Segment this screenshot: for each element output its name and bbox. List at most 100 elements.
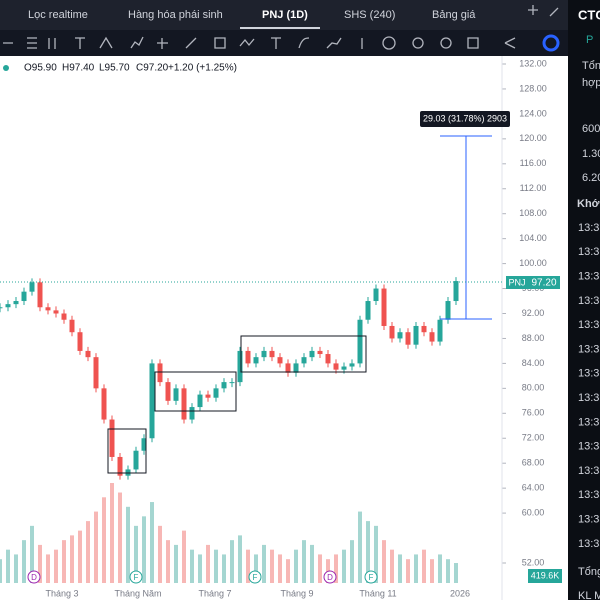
candle bbox=[405, 332, 411, 345]
candle bbox=[333, 363, 339, 370]
candle bbox=[149, 363, 155, 439]
volume-bar bbox=[446, 559, 450, 583]
y-tick-label: 132.00 bbox=[519, 58, 547, 68]
volume-bar bbox=[0, 559, 2, 583]
volume-bar bbox=[422, 549, 426, 583]
volume-bar bbox=[350, 540, 354, 583]
candle bbox=[117, 456, 123, 476]
event-marker[interactable] bbox=[27, 570, 41, 584]
ohlc-close: C97.20 bbox=[136, 63, 169, 74]
candle bbox=[453, 281, 459, 302]
active-tab-underline bbox=[240, 27, 320, 29]
event-label: D bbox=[31, 573, 37, 582]
volume-bar bbox=[382, 540, 386, 583]
trade-time: 13:36 bbox=[578, 319, 600, 331]
x-tick-label: Tháng 7 bbox=[198, 588, 231, 598]
tab[interactable]: Bảng giá bbox=[432, 9, 476, 21]
volume-bar bbox=[398, 554, 402, 583]
event-marker[interactable] bbox=[323, 570, 337, 584]
event-label: D bbox=[327, 573, 333, 582]
side-panel bbox=[568, 0, 600, 600]
y-tick-label: 108.00 bbox=[519, 208, 547, 218]
volume-bar bbox=[310, 544, 314, 583]
volume-bar bbox=[62, 540, 66, 583]
trade-time: 13:36 bbox=[578, 295, 600, 307]
ohlc-legend: O95.90 H97.40 L95.70 C97.20 +1.20 (+1.25%) bbox=[24, 63, 237, 74]
candle bbox=[381, 288, 387, 326]
x-tick-label: Tháng 3 bbox=[45, 588, 78, 598]
candle bbox=[197, 394, 203, 408]
volume-bar bbox=[198, 554, 202, 583]
volume-bar bbox=[438, 554, 442, 583]
candle bbox=[109, 419, 115, 457]
candle bbox=[189, 407, 195, 420]
event-marker[interactable] bbox=[364, 570, 378, 584]
volume-bar bbox=[166, 540, 170, 583]
tab[interactable]: Hàng hóa phái sinh bbox=[128, 9, 223, 21]
y-tick-label: 64.00 bbox=[522, 483, 545, 493]
event-label: F bbox=[253, 573, 258, 582]
trade-time: 13:35 bbox=[578, 514, 600, 526]
candle bbox=[437, 319, 443, 342]
ohlc-low: L95.70 bbox=[99, 63, 130, 74]
volume-bar bbox=[302, 540, 306, 583]
volume-bar bbox=[374, 525, 378, 583]
candle bbox=[325, 354, 331, 364]
candle bbox=[349, 363, 355, 367]
candle bbox=[5, 304, 11, 308]
volume-bar bbox=[70, 535, 74, 583]
side-footer: Tổng bbox=[578, 566, 600, 578]
side-row: Tổn bbox=[582, 60, 600, 72]
y-tick-label: 88.00 bbox=[522, 333, 545, 343]
candle bbox=[77, 332, 83, 351]
trade-time: 13:35 bbox=[578, 489, 600, 501]
tool-icons bbox=[3, 5, 560, 52]
volume-bar bbox=[134, 525, 138, 583]
candle bbox=[173, 388, 179, 401]
event-marker[interactable] bbox=[248, 570, 262, 584]
symbol-badge bbox=[506, 276, 528, 289]
candle bbox=[341, 366, 347, 370]
side-badge: P bbox=[586, 34, 593, 46]
trade-time: 13:36 bbox=[578, 392, 600, 404]
candle bbox=[0, 307, 3, 309]
tab[interactable]: SHS (240) bbox=[344, 9, 395, 21]
status-dot bbox=[3, 65, 9, 71]
candle bbox=[445, 301, 451, 320]
volume-bar bbox=[334, 554, 338, 583]
volume-bar bbox=[46, 554, 50, 583]
volume-bar bbox=[174, 544, 178, 583]
volume-bar bbox=[30, 525, 34, 583]
volume-bar bbox=[414, 554, 418, 583]
ohlc-change: +1.20 (+1.25%) bbox=[168, 63, 237, 74]
volume-bar bbox=[342, 549, 346, 583]
candle bbox=[229, 382, 235, 384]
x-tick-label: 2026 bbox=[450, 588, 470, 598]
candle bbox=[261, 350, 267, 358]
tab[interactable]: Lọc realtime bbox=[28, 9, 88, 21]
candle bbox=[365, 301, 371, 320]
trade-time: 13:35 bbox=[578, 465, 600, 477]
trade-time: 13:36 bbox=[578, 343, 600, 355]
volume-bar bbox=[118, 492, 122, 583]
candle bbox=[285, 363, 291, 373]
volume-bar bbox=[38, 544, 42, 583]
volume-bar bbox=[86, 521, 90, 583]
symbol-label: PNJ bbox=[508, 277, 525, 287]
volume-bar bbox=[390, 549, 394, 583]
candle bbox=[69, 319, 75, 333]
drawn-boxes bbox=[107, 335, 367, 474]
tab[interactable]: PNJ (1D) bbox=[262, 9, 308, 21]
candle bbox=[53, 310, 59, 314]
y-tick-label: 92.00 bbox=[522, 308, 545, 318]
side-row: hợp bbox=[582, 77, 600, 89]
candle bbox=[237, 350, 243, 383]
y-tick-label: 100.00 bbox=[519, 258, 547, 268]
trade-time: 13:37 bbox=[578, 222, 600, 234]
candle bbox=[29, 282, 35, 292]
volume-bar bbox=[270, 549, 274, 583]
y-tick-label: 84.00 bbox=[522, 358, 545, 368]
volume-bar bbox=[110, 483, 114, 583]
event-marker[interactable] bbox=[129, 570, 143, 584]
